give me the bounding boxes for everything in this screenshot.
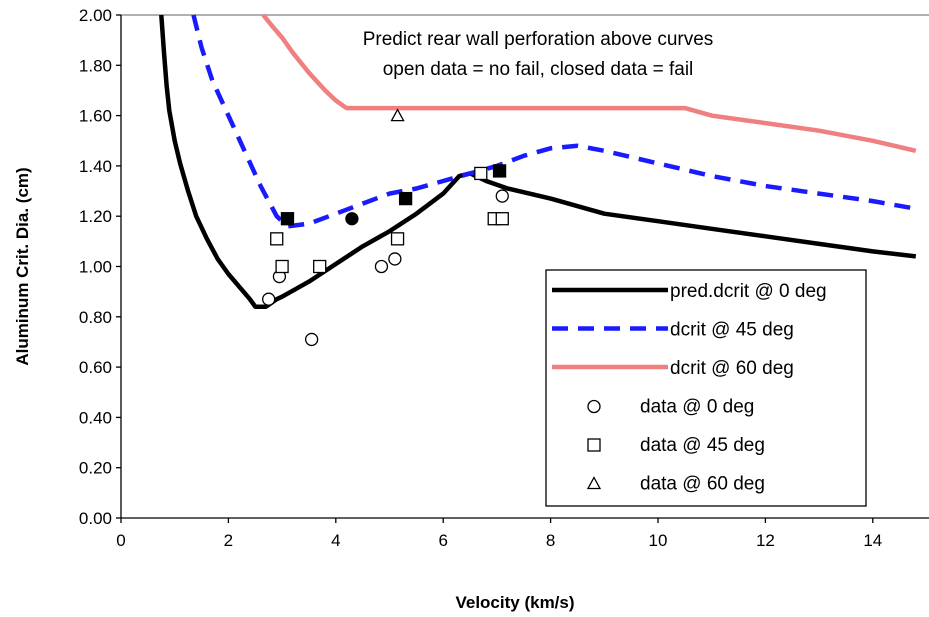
x-axis-title: Velocity (km/s) xyxy=(455,593,574,612)
y-tick-label: 0.60 xyxy=(79,358,112,377)
y-tick-label: 0.80 xyxy=(79,308,112,327)
x-tick-label: 2 xyxy=(224,531,233,550)
data-point-square-1 xyxy=(270,232,284,246)
data-point-circle-5 xyxy=(374,259,389,274)
legend-label: pred.dcrit @ 0 deg xyxy=(670,281,827,302)
legend-label: dcrit @ 45 deg xyxy=(670,320,794,341)
data-point-square-5 xyxy=(390,232,405,246)
x-tick-label: 0 xyxy=(116,531,125,550)
data-point-triangle-1 xyxy=(390,108,405,122)
data-point-square-10 xyxy=(492,164,507,178)
data-point-circle-6 xyxy=(388,252,402,266)
y-axis-title: Aluminum Crit. Dia. (cm) xyxy=(13,167,32,365)
data-point-circle-1 xyxy=(262,292,276,306)
data-point-square-3 xyxy=(280,212,295,226)
series-line-1 xyxy=(159,14,917,309)
y-tick-label: 2.00 xyxy=(79,6,112,25)
data-markers xyxy=(262,108,509,347)
data-point-square-7 xyxy=(474,166,488,181)
data-point-square-2 xyxy=(275,259,289,274)
legend-marker-circle xyxy=(587,399,601,414)
annotation-line-1: Predict rear wall perforation above curv… xyxy=(363,29,714,50)
series-lines xyxy=(159,13,917,309)
x-tick-label: 8 xyxy=(546,531,555,550)
y-tick-label: 1.80 xyxy=(79,56,112,75)
y-tick-label: 0.40 xyxy=(79,408,112,427)
data-point-square-6 xyxy=(398,191,413,206)
legend-label: data @ 60 deg xyxy=(640,474,765,495)
y-tick-label: 1.40 xyxy=(79,157,112,176)
series-line-3 xyxy=(261,13,917,153)
x-tick-label: 6 xyxy=(438,531,447,550)
annotation-line-2: open data = no fail, closed data = fail xyxy=(383,59,694,80)
series-line-2 xyxy=(191,14,917,229)
x-tick-label: 14 xyxy=(863,531,882,550)
x-tick-label: 12 xyxy=(756,531,775,550)
legend-label: data @ 45 deg xyxy=(640,435,765,456)
data-point-circle-3 xyxy=(304,332,319,347)
y-tick-label: 1.20 xyxy=(79,207,112,226)
y-tick-label: 0.00 xyxy=(79,509,112,528)
annotation: Predict rear wall perforation above curv… xyxy=(363,29,714,80)
data-point-circle-7 xyxy=(495,189,509,203)
legend-label: dcrit @ 60 deg xyxy=(670,358,794,379)
data-point-square-4 xyxy=(313,259,327,274)
plot-area xyxy=(121,13,929,347)
y-tick-label: 1.60 xyxy=(79,107,112,126)
legend-box xyxy=(545,269,867,507)
axes: 0.00 0.20 0.40 0.60 0.80 1.00 1.20 1.40 1.60 1.80… xyxy=(13,6,929,612)
legend-marker-square xyxy=(587,438,601,452)
legend-marker-triangle xyxy=(586,476,602,490)
legend-label: data @ 0 deg xyxy=(640,397,754,418)
data-point-square-9 xyxy=(495,212,509,226)
y-tick-label: 0.20 xyxy=(79,459,112,478)
legend: pred.dcrit @ 0 deg dcrit @ 45 deg dcrit @ … xyxy=(545,269,867,507)
y-tick-label: 1.00 xyxy=(79,258,112,277)
x-tick-label: 10 xyxy=(649,531,668,550)
x-tick-label: 4 xyxy=(331,531,340,550)
data-point-circle-4 xyxy=(345,212,359,226)
